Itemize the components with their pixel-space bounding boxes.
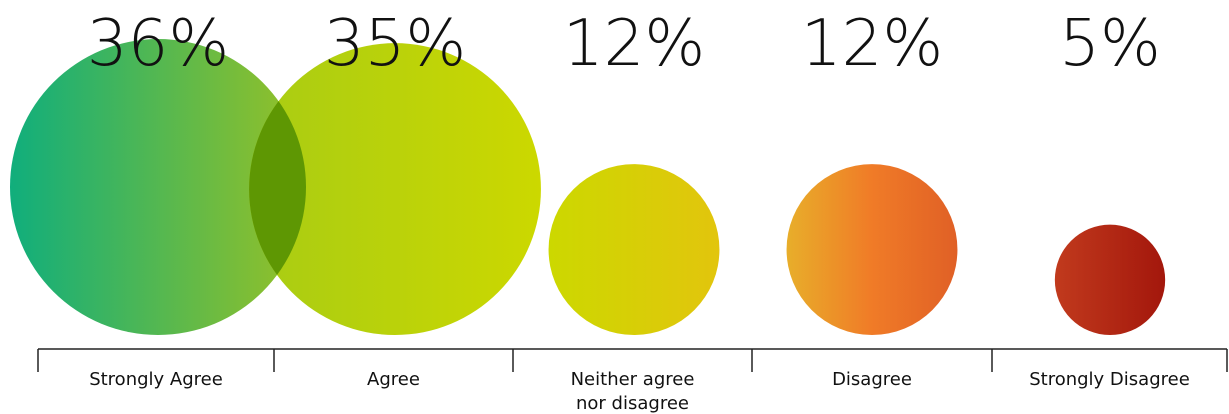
value-label-1: 35% [324,7,466,81]
category-label-1: Agree [367,369,420,390]
bubble-0 [10,39,306,335]
bubble-3 [786,164,958,335]
category-label-0: Strongly Agree [89,369,223,390]
value-labels-group: 36% 35% 12% 12% 5% [87,7,1161,81]
category-label-4: Strongly Disagree [1029,369,1190,390]
category-axis [37,348,1228,372]
value-label-3: 12% [801,7,943,81]
value-label-4: 5% [1059,7,1161,81]
bubble-1 [249,43,541,335]
bubble-2 [548,164,720,335]
bubbles-group [10,39,1166,335]
category-label-3: Disagree [832,369,912,390]
value-label-2: 12% [563,7,705,81]
bubble-4 [1054,224,1166,335]
category-label-2: Neither agree nor disagree [571,369,695,414]
value-label-0: 36% [87,7,229,81]
category-labels-group: Strongly Agree Agree Neither agree nor disa… [89,369,1190,414]
